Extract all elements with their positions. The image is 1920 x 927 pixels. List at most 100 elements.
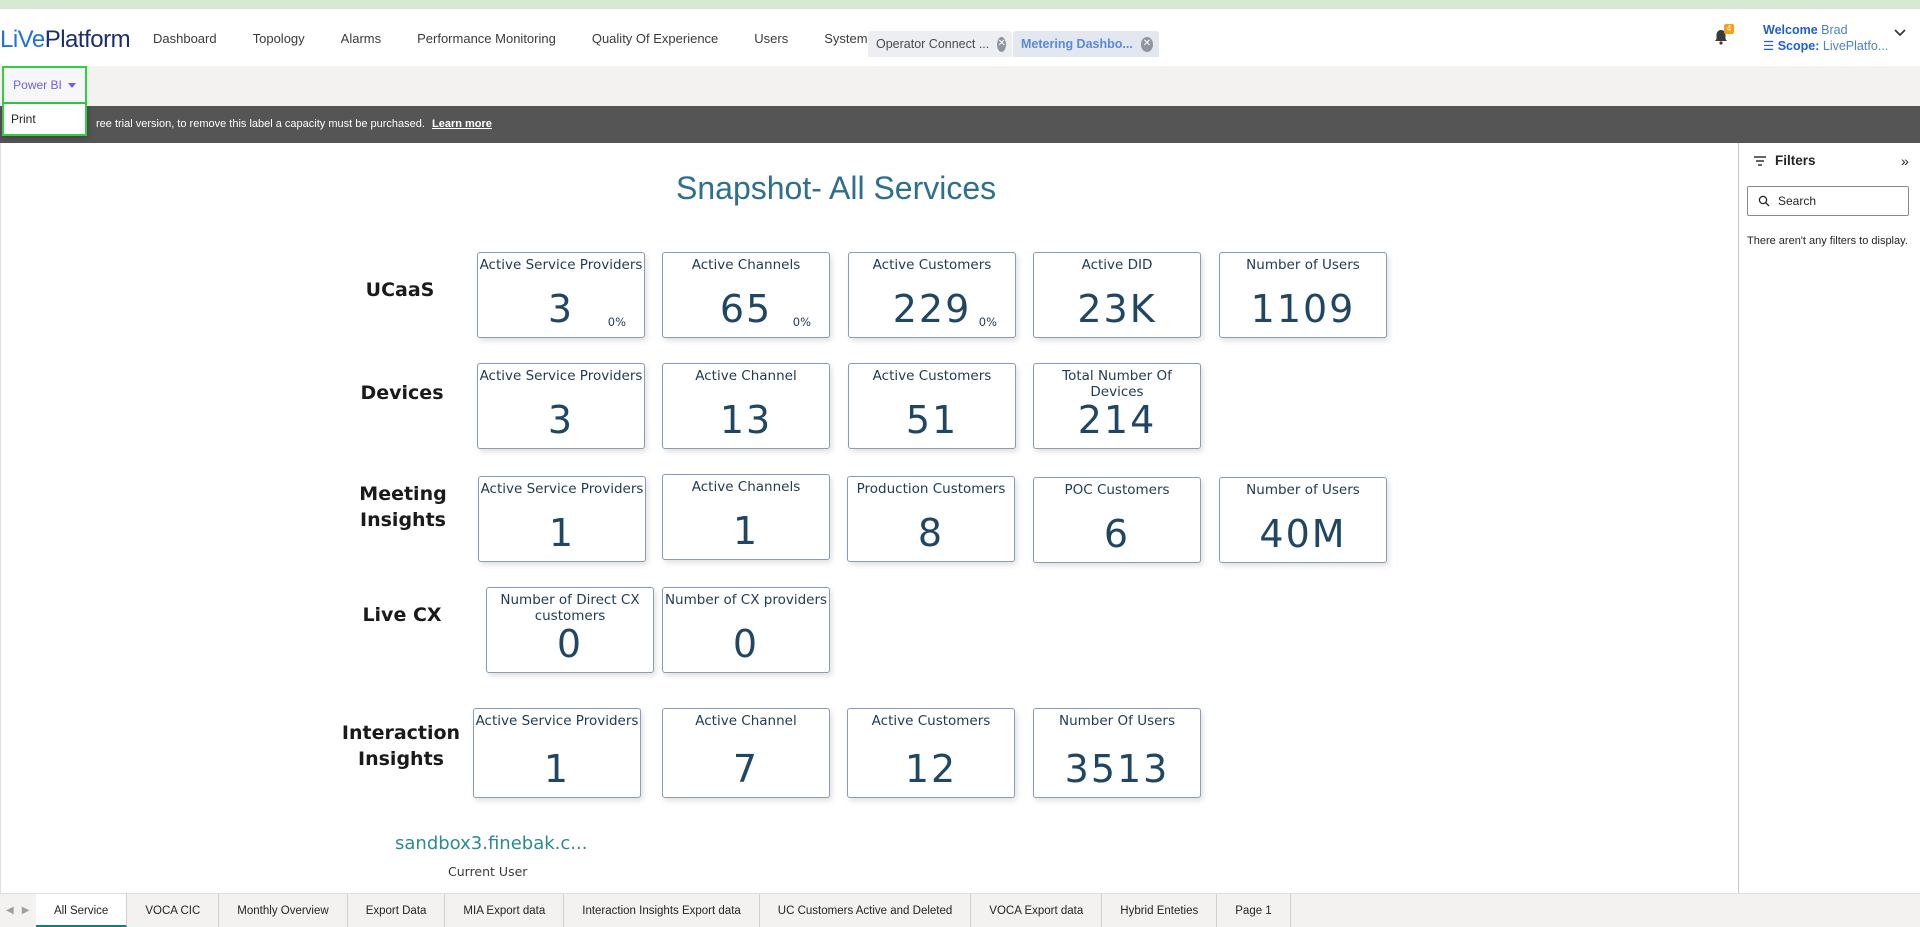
nav-performance-monitoring[interactable]: Performance Monitoring — [417, 31, 556, 46]
card-title: Production Customers — [856, 481, 1006, 497]
kpi-card: Total Number Of Devices 214 — [1033, 363, 1201, 449]
page-tab-hybrid-enteties[interactable]: Hybrid Enteties — [1102, 894, 1218, 927]
kpi-card: Active Channel 13 — [662, 363, 830, 449]
filters-header: Filters — [1753, 153, 1816, 168]
learn-more-link[interactable]: Learn more — [432, 118, 492, 130]
page-tab-all-service[interactable]: All Service — [36, 894, 128, 927]
welcome-name: Brad — [1821, 23, 1848, 37]
card-value: 3 — [547, 398, 575, 442]
kpi-card: Active Channels 65 0% — [662, 252, 830, 338]
powerbi-menu-button[interactable]: Power BI — [2, 66, 87, 104]
close-icon[interactable]: ✕ — [997, 36, 1006, 52]
chevron-down-icon[interactable] — [1893, 26, 1907, 40]
card-title: Number of Users — [1246, 257, 1360, 273]
menu-item-print[interactable]: Print — [11, 112, 36, 126]
card-value: 0 — [556, 622, 584, 666]
tab-label: Operator Connect ... — [876, 37, 990, 51]
nav-quality-of-experience[interactable]: Quality Of Experience — [591, 31, 719, 46]
card-title: Number of Users — [1246, 482, 1360, 498]
filter-search-input[interactable]: Search — [1747, 186, 1909, 216]
card-value: 1 — [548, 511, 576, 555]
card-title: Active Service Providers — [479, 368, 643, 384]
powerbi-label: Power BI — [13, 78, 62, 92]
main-nav: Dashboard Topology Alarms Performance Mo… — [153, 29, 904, 49]
card-title: Number of Direct CX customers — [500, 592, 640, 624]
kpi-card: Active Service Providers 3 0% — [477, 252, 645, 338]
card-value: 0 — [732, 622, 760, 666]
liveplatform-logo[interactable]: LiVe Platform — [0, 26, 131, 56]
page-tabs: All Service VOCA CIC Monthly Overview Ex… — [36, 894, 1291, 927]
user-info[interactable]: Welcome Brad ☰ Scope: LivePlatfo... — [1763, 22, 1888, 54]
section-label-interaction-insights: Interaction Insights — [341, 722, 461, 770]
page-tab-uc-customers[interactable]: UC Customers Active and Deleted — [760, 894, 972, 927]
current-user-value: sandbox3.finebak.c... — [395, 833, 588, 854]
card-value: 3513 — [1064, 747, 1170, 791]
kpi-card: POC Customers 6 — [1033, 477, 1201, 563]
card-value: 40M — [1259, 512, 1347, 556]
nav-dashboard[interactable]: Dashboard — [153, 31, 217, 46]
page-tab-voca-cic[interactable]: VOCA CIC — [127, 894, 220, 927]
kpi-card: Active Customers 51 — [848, 363, 1016, 449]
card-value: 8 — [917, 511, 945, 555]
current-user-label: Current User — [448, 864, 528, 879]
card-title: Active Channels — [691, 479, 801, 495]
card-value: 23K — [1077, 287, 1157, 331]
nav-topology[interactable]: Topology — [252, 31, 305, 46]
section-label-devices: Devices — [360, 382, 444, 404]
chevron-left-icon[interactable]: ◀ — [6, 905, 14, 916]
report-toolbar — [0, 66, 1920, 106]
close-icon[interactable]: ✕ — [1140, 36, 1153, 52]
filters-pane: Filters » Search There aren't any filter… — [1738, 143, 1920, 893]
card-value: 1109 — [1250, 287, 1356, 331]
nav-users[interactable]: Users — [754, 31, 789, 46]
kpi-card: Active Customers 12 — [847, 708, 1015, 798]
chevron-right-icon[interactable]: ▶ — [21, 905, 30, 916]
page-tab-page-1[interactable]: Page 1 — [1217, 894, 1291, 927]
kpi-card: Number of CX providers 0 — [662, 587, 830, 673]
card-title: Active Customers — [872, 257, 992, 273]
kpi-card: Active Service Providers 3 — [477, 363, 645, 449]
scope-label: Scope: — [1777, 39, 1820, 53]
page-tab-mia-export-data[interactable]: MIA Export data — [445, 894, 565, 927]
card-title: Active Customers — [871, 713, 991, 729]
kpi-card: Active Channels 1 — [662, 474, 830, 560]
kpi-card: Number of Users 1109 — [1219, 252, 1387, 338]
kpi-card: Active Service Providers 1 — [473, 708, 641, 798]
card-title: Number of CX providers — [664, 592, 828, 608]
caret-down-icon — [67, 82, 76, 88]
kpi-card: Active Service Providers 1 — [478, 476, 646, 562]
tab-operator-connect[interactable]: Operator Connect ... ✕ — [868, 31, 1012, 57]
card-value: 13 — [719, 398, 773, 442]
tab-metering-dashboard[interactable]: Metering Dashbo... ✕ — [1013, 31, 1159, 57]
card-value: 51 — [905, 398, 959, 442]
powerbi-dropdown: Print — [2, 104, 87, 136]
tab-label: Metering Dashbo... — [1021, 37, 1133, 51]
filter-icon — [1754, 155, 1766, 166]
card-title: Active Channel — [695, 368, 797, 384]
trial-banner: ree trial version, to remove this label … — [0, 106, 1920, 143]
page-tab-voca-export-data[interactable]: VOCA Export data — [971, 894, 1103, 927]
filters-title: Filters — [1775, 153, 1816, 168]
kpi-card: Number Of Users 3513 — [1033, 708, 1201, 798]
page-tab-monthly-overview[interactable]: Monthly Overview — [219, 894, 348, 927]
card-value: 6 — [1103, 512, 1131, 556]
nav-system[interactable]: System — [824, 31, 868, 46]
card-title: Number Of Users — [1059, 713, 1175, 729]
page-tab-interaction-insights-export[interactable]: Interaction Insights Export data — [564, 894, 760, 927]
card-title: Active Service Providers — [480, 481, 644, 497]
card-value: 65 — [719, 287, 773, 331]
collapse-icon[interactable]: » — [1901, 153, 1909, 169]
filters-empty-text: There aren't any filters to display. — [1747, 235, 1908, 247]
logo-live-text: LiVe — [0, 26, 45, 53]
section-label-live-cx: Live CX — [362, 604, 442, 626]
scope-value: LivePlatfo... — [1822, 39, 1889, 53]
logo-platform-text: Platform — [44, 26, 131, 53]
welcome-label: Welcome — [1763, 23, 1818, 37]
card-value: 229 — [892, 287, 972, 331]
nav-alarms[interactable]: Alarms — [340, 31, 382, 46]
card-pct: 0% — [978, 315, 997, 329]
section-label-meeting-insights: Meeting Insights — [359, 483, 447, 531]
page-tab-export-data[interactable]: Export Data — [348, 894, 446, 927]
card-pct: 0% — [607, 315, 626, 329]
card-value: 7 — [732, 747, 760, 791]
